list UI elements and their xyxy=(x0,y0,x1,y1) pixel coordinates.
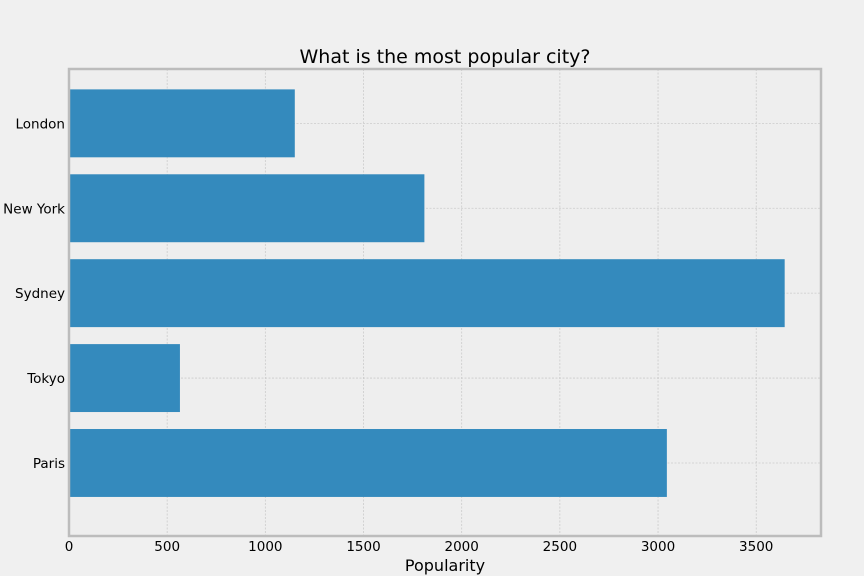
y-tick-label: London xyxy=(16,116,66,132)
x-tick-label: 3500 xyxy=(739,539,773,555)
y-tick-label: Sydney xyxy=(15,286,65,302)
bar-new-york xyxy=(69,174,425,243)
y-tick-label: New York xyxy=(3,201,65,217)
y-tick-label: Tokyo xyxy=(26,371,65,387)
bar-paris xyxy=(69,429,667,497)
bars xyxy=(69,89,785,497)
x-tick-label: 1000 xyxy=(248,539,282,555)
x-tick-label: 0 xyxy=(65,539,74,555)
bar-london xyxy=(69,89,295,158)
x-tick-label: 1500 xyxy=(346,539,380,555)
x-axis-ticks: 0 500 1000 1500 2000 2500 3000 3500 xyxy=(65,539,774,555)
bar-tokyo xyxy=(69,344,180,413)
x-tick-label: 2000 xyxy=(445,539,479,555)
x-tick-label: 500 xyxy=(154,539,180,555)
y-tick-label: Paris xyxy=(33,456,65,472)
chart-title: What is the most popular city? xyxy=(300,46,591,68)
y-axis-ticks: London New York Sydney Tokyo Paris xyxy=(3,116,65,472)
x-axis-label: Popularity xyxy=(405,556,485,575)
plot-frame xyxy=(67,67,823,538)
x-tick-label: 3000 xyxy=(641,539,675,555)
bar-sydney xyxy=(69,259,785,328)
x-tick-label: 2500 xyxy=(543,539,577,555)
